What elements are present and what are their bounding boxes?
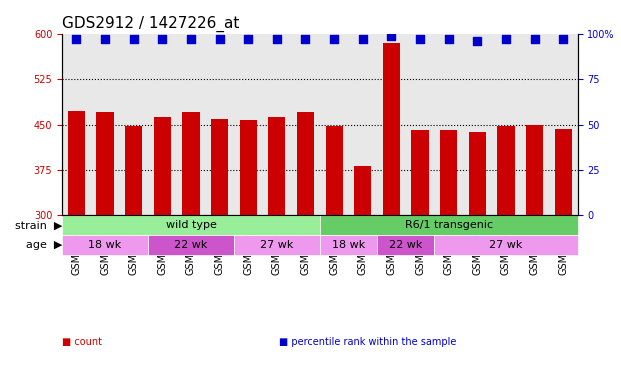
Text: 18 wk: 18 wk [332, 240, 365, 250]
Text: 18 wk: 18 wk [88, 240, 122, 250]
Text: age  ▶: age ▶ [25, 240, 62, 250]
Bar [211, 118, 228, 215]
Bar [154, 117, 171, 215]
Point [329, 36, 339, 42]
Text: 22 wk: 22 wk [389, 240, 422, 250]
Point [215, 36, 225, 42]
Bar [383, 43, 400, 215]
Point [186, 36, 196, 42]
Bar [526, 125, 543, 215]
Point [501, 36, 511, 42]
Point [443, 36, 453, 42]
Point [157, 36, 167, 42]
Text: ■ percentile rank within the sample: ■ percentile rank within the sample [279, 337, 457, 347]
Bar [497, 126, 515, 215]
Point [530, 36, 540, 42]
Bar [68, 111, 85, 215]
Point [473, 38, 483, 44]
Text: R6/1 transgenic: R6/1 transgenic [405, 220, 492, 230]
Bar [412, 130, 428, 215]
Text: GDS2912 / 1427226_at: GDS2912 / 1427226_at [62, 16, 240, 32]
Point [415, 36, 425, 42]
Text: 22 wk: 22 wk [175, 240, 207, 250]
Bar [96, 112, 114, 215]
Bar [297, 112, 314, 215]
FancyBboxPatch shape [62, 215, 320, 235]
Point [71, 36, 81, 42]
Point [243, 36, 253, 42]
Bar [125, 126, 142, 215]
Bar [354, 166, 371, 215]
FancyBboxPatch shape [320, 235, 377, 255]
Point [272, 36, 282, 42]
Text: ■ count: ■ count [62, 337, 102, 347]
FancyBboxPatch shape [234, 235, 320, 255]
Point [558, 36, 568, 42]
Point [100, 36, 110, 42]
Bar [240, 120, 257, 215]
Text: 27 wk: 27 wk [489, 240, 523, 250]
Point [301, 36, 310, 42]
FancyBboxPatch shape [320, 215, 578, 235]
Point [129, 36, 138, 42]
Text: strain  ▶: strain ▶ [15, 220, 62, 230]
Bar [325, 126, 343, 215]
Bar [183, 112, 199, 215]
FancyBboxPatch shape [148, 235, 234, 255]
FancyBboxPatch shape [377, 235, 434, 255]
Point [358, 36, 368, 42]
Bar [268, 117, 286, 215]
Text: wild type: wild type [166, 220, 216, 230]
Bar [469, 132, 486, 215]
Bar [555, 129, 572, 215]
Point [386, 33, 396, 39]
FancyBboxPatch shape [434, 235, 578, 255]
Bar [440, 130, 457, 215]
Text: 27 wk: 27 wk [260, 240, 294, 250]
FancyBboxPatch shape [62, 235, 148, 255]
